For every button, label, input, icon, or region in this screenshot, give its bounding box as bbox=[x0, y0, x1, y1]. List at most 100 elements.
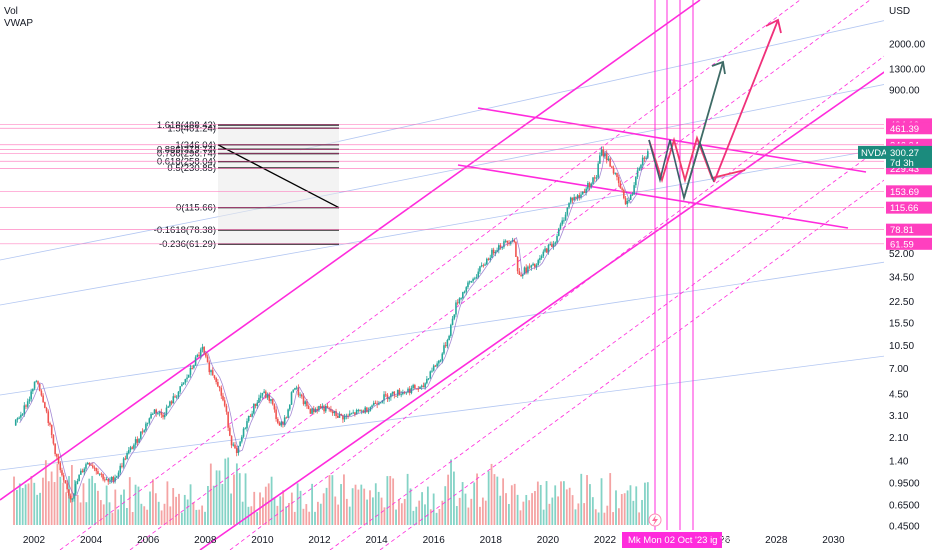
candle-body bbox=[74, 484, 77, 494]
candle-body bbox=[83, 468, 86, 473]
candle-body bbox=[590, 183, 593, 188]
candle-body bbox=[141, 431, 144, 433]
candle-body bbox=[455, 302, 457, 315]
candle-body bbox=[143, 430, 146, 432]
volume-bar bbox=[536, 481, 539, 525]
candle-body bbox=[501, 247, 504, 249]
volume-bar bbox=[594, 509, 597, 525]
volume-bar bbox=[589, 484, 591, 525]
y-tick-label: 22.50 bbox=[889, 297, 914, 308]
x-tick-label: 2010 bbox=[251, 535, 274, 546]
candle-body bbox=[581, 191, 584, 195]
arrow-head-icon bbox=[711, 60, 726, 75]
volume-bar bbox=[369, 490, 371, 525]
candle-body bbox=[520, 274, 522, 277]
volume-bar bbox=[207, 485, 209, 525]
candle-body bbox=[235, 448, 238, 453]
trendline-blue bbox=[0, 139, 932, 306]
candle-body bbox=[246, 421, 248, 429]
candle-body bbox=[155, 409, 157, 414]
fib-level-label: 1.618(488.42) bbox=[157, 120, 216, 131]
candle-body bbox=[460, 298, 462, 300]
volume-bar bbox=[140, 503, 143, 525]
projection-layer bbox=[648, 18, 782, 202]
candle-body bbox=[47, 411, 50, 423]
candle-body bbox=[160, 412, 163, 415]
candle-body bbox=[68, 489, 70, 496]
volume-bar bbox=[343, 474, 345, 525]
fib-level-label: 0.618(258.04) bbox=[157, 157, 216, 168]
candle-body bbox=[218, 386, 221, 388]
candle-body bbox=[443, 345, 445, 354]
candle-body bbox=[645, 157, 647, 159]
candle-body bbox=[556, 235, 558, 243]
volume-bar bbox=[160, 510, 163, 525]
channel-dashed-line bbox=[379, 144, 932, 550]
volume-bar bbox=[383, 507, 386, 525]
candle-body bbox=[439, 360, 442, 362]
volume-bar bbox=[545, 481, 548, 525]
volume-bar bbox=[285, 506, 287, 525]
candle-body bbox=[381, 400, 384, 403]
volume-bar bbox=[429, 509, 432, 525]
volume-bar bbox=[398, 499, 400, 525]
volume-bar bbox=[62, 482, 65, 525]
candle-body bbox=[420, 385, 423, 387]
y-tick-label: 4.50 bbox=[889, 389, 909, 400]
candle-layer bbox=[14, 146, 649, 503]
candle-body bbox=[20, 414, 22, 418]
volume-bar bbox=[149, 491, 151, 525]
candle-body bbox=[450, 324, 452, 336]
candle-body bbox=[609, 158, 611, 167]
candle-body bbox=[35, 381, 38, 383]
x-tick-label: 2006 bbox=[137, 535, 160, 546]
volume-bar bbox=[487, 471, 490, 525]
volume-bar bbox=[59, 476, 62, 525]
candle-body bbox=[242, 428, 245, 437]
candle-body bbox=[158, 412, 161, 414]
volume-bar bbox=[562, 481, 565, 525]
candle-body bbox=[318, 405, 320, 411]
candle-body bbox=[215, 378, 217, 383]
volume-bar bbox=[560, 481, 562, 525]
volume-bar bbox=[357, 489, 360, 525]
candle-body bbox=[593, 177, 596, 179]
candle-body bbox=[448, 335, 450, 340]
candle-body bbox=[234, 444, 236, 449]
volume-bar bbox=[53, 482, 56, 525]
price-label-text: 78.81 bbox=[890, 225, 914, 236]
candle-body bbox=[527, 266, 529, 273]
candle-body bbox=[254, 403, 257, 406]
candle-body bbox=[287, 409, 289, 418]
volume-bar bbox=[250, 506, 253, 525]
candle-body bbox=[148, 418, 151, 423]
volume-bar bbox=[13, 476, 15, 525]
candle-body bbox=[64, 480, 67, 484]
volume-bar bbox=[85, 502, 88, 525]
time-marker-layer bbox=[654, 0, 694, 530]
volume-bar bbox=[157, 501, 160, 525]
volume-bar bbox=[377, 491, 380, 525]
volume-bar bbox=[554, 485, 557, 525]
candle-body bbox=[429, 371, 432, 379]
candle-body bbox=[44, 402, 46, 408]
volume-bar bbox=[128, 477, 131, 525]
candle-body bbox=[588, 183, 591, 188]
candle-body bbox=[604, 153, 606, 157]
volume-bar bbox=[97, 490, 99, 525]
candle-body bbox=[273, 404, 276, 410]
candle-body bbox=[115, 476, 118, 478]
volume-bar bbox=[580, 473, 583, 525]
volume-bar bbox=[525, 494, 528, 525]
y-tick-label: 52.00 bbox=[889, 249, 914, 260]
volume-bar bbox=[626, 490, 629, 525]
candle-body bbox=[444, 345, 447, 347]
fib-level-label: -0.236(61.29) bbox=[159, 239, 216, 250]
volume-bar bbox=[403, 498, 406, 525]
volume-bar bbox=[337, 504, 340, 525]
candle-body bbox=[222, 395, 224, 401]
volume-bar bbox=[464, 493, 467, 525]
volume-bar bbox=[169, 506, 172, 525]
volume-bar bbox=[221, 483, 224, 525]
